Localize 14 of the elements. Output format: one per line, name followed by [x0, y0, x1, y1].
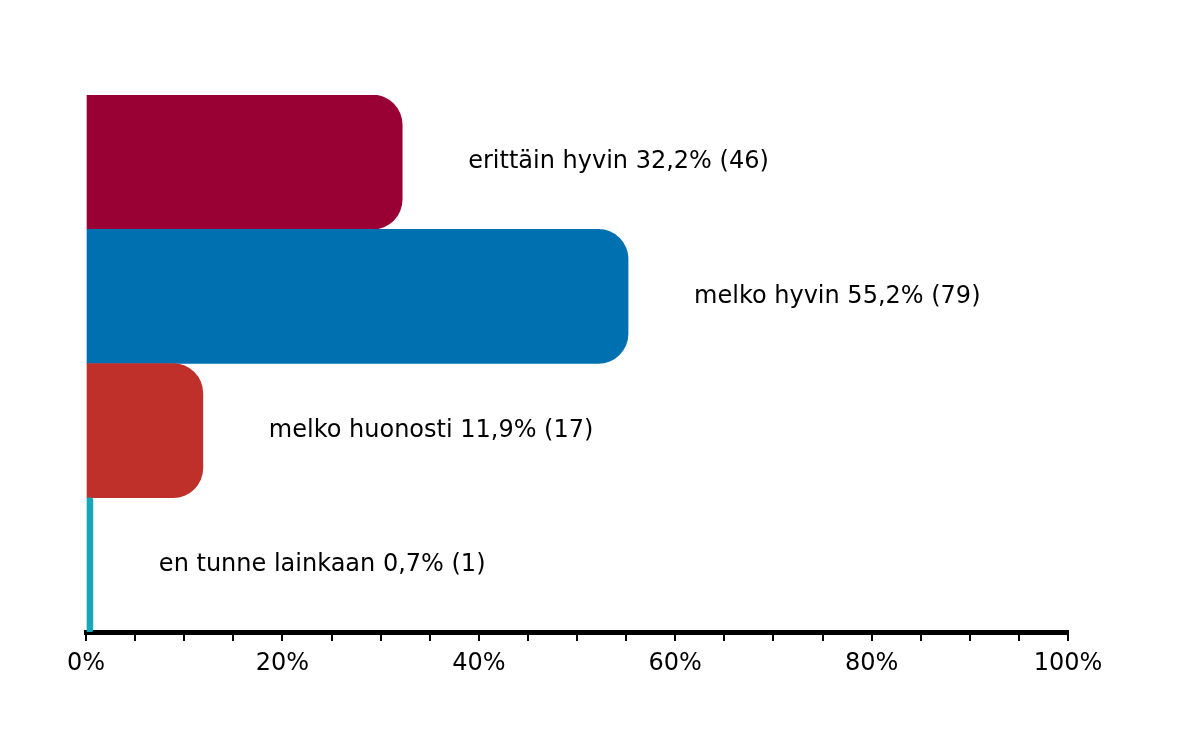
bar: [86, 497, 94, 632]
data-label: melko huonosti 11,9% (17): [268, 414, 594, 443]
x-tick-label: 40%: [452, 647, 506, 676]
x-tick-label: 60%: [648, 647, 702, 676]
data-label: en tunne lainkaan 0,7% (1): [158, 549, 486, 578]
data-label: melko hyvin 55,2% (79): [694, 280, 981, 309]
bar: [86, 363, 204, 499]
bar: [86, 95, 403, 230]
data-label: erittäin hyvin 32,2% (46): [468, 146, 769, 175]
x-tick-label: 0%: [66, 647, 106, 676]
x-tick-label: 20%: [255, 647, 310, 676]
x-tick-label: 100%: [1033, 647, 1103, 676]
x-tick-label: 80%: [844, 647, 899, 676]
bar: [86, 228, 629, 364]
